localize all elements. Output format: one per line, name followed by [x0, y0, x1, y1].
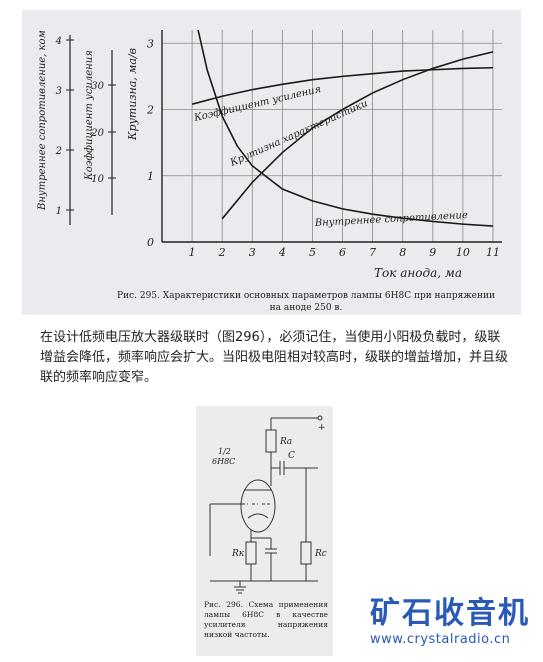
figure-296: Rа C 1/2 6Н8С Rк Rс + Рис. 296. Схема пр…: [196, 406, 333, 656]
cathode-icon: [247, 513, 269, 519]
axis-label-gain: Коэффициент усиления: [84, 50, 95, 181]
gain-tick-label: 30: [91, 81, 104, 92]
curve-label-gain: Коэффициент усиления: [192, 84, 322, 124]
figure-295: 1 2 3 4 5 6 7 8 9 10 11 3 2 1 0 30 20 10 4 3 2 1 Внутреннее с…: [22, 10, 521, 315]
x-tick-label: 10: [456, 246, 470, 259]
body-paragraph: 在设计低频电压放大器级联时（图296），必须记住，当使用小阳极负载时，级联增益会…: [40, 330, 509, 385]
series-line-1: [221, 51, 494, 220]
x-tick-label: 6: [339, 246, 346, 259]
x-axis-label: Ток анода, ма: [374, 266, 462, 280]
x-tick-label: 9: [429, 246, 436, 259]
curve-label-resistance: Внутреннее сопротивление: [314, 210, 469, 229]
resistor-rk-icon: [245, 541, 257, 565]
resistance-tick-label: 1: [56, 206, 62, 217]
logo-title: 矿石收音机: [370, 596, 530, 631]
x-tick-label: 2: [218, 246, 226, 259]
label-rc: Rс: [314, 549, 327, 559]
gain-tick-label: 10: [91, 174, 104, 185]
site-logo: 矿石收音机 www.crystalradio.cn: [370, 596, 530, 648]
amplifier-schematic: Rа C 1/2 6Н8С Rк Rс +: [209, 415, 327, 594]
slope-tick-label: 1: [147, 170, 154, 183]
x-tick-label: 11: [486, 246, 500, 259]
label-plus: +: [318, 423, 326, 433]
x-tick-label: 4: [278, 246, 286, 259]
x-tick-label: 1: [189, 246, 196, 259]
slope-tick-label: 2: [146, 104, 154, 117]
figure-295-caption: Рис. 295. Характеристики основных параме…: [86, 290, 526, 314]
x-tick-label: 8: [399, 246, 406, 259]
caption-line-2: на аноде 250 в.: [269, 303, 343, 313]
axis-label-slope: Крутизна, ма/в: [126, 48, 139, 141]
logo-url: www.crystalradio.cn: [370, 632, 511, 647]
label-tube-1: 1/2: [218, 447, 231, 456]
resistor-ra-icon: [265, 429, 277, 453]
gain-tick-label: 20: [90, 128, 104, 139]
supply-terminal-icon: [317, 415, 323, 421]
chart-grid: [162, 30, 502, 242]
x-tick-label: 7: [369, 246, 376, 259]
slope-tick-label: 3: [147, 37, 154, 50]
label-tube-2: 6Н8С: [212, 457, 235, 466]
figure-296-caption: Рис. 296. Схема применения лампы 6Н8С в …: [204, 600, 328, 639]
resistance-tick-label: 4: [55, 36, 62, 47]
resistance-tick-label: 3: [56, 86, 62, 97]
resistance-tick-label: 2: [55, 146, 62, 157]
axis-label-resistance: Внутреннее сопротивление, ком: [37, 30, 48, 211]
resistor-rc-icon: [300, 541, 312, 565]
caption-line-1: Рис. 295. Характеристики основных параме…: [117, 291, 495, 301]
label-ra: Rа: [279, 437, 292, 447]
label-rk: Rк: [231, 549, 245, 559]
series-line-0: [191, 66, 493, 105]
series-line-2: [197, 29, 494, 227]
x-tick-label: 5: [309, 246, 316, 259]
chart-series: [191, 29, 494, 227]
triode-tube-icon: [240, 479, 276, 533]
x-tick-label: 3: [249, 246, 256, 259]
slope-tick-label: 0: [147, 236, 154, 249]
label-c: C: [288, 451, 295, 461]
